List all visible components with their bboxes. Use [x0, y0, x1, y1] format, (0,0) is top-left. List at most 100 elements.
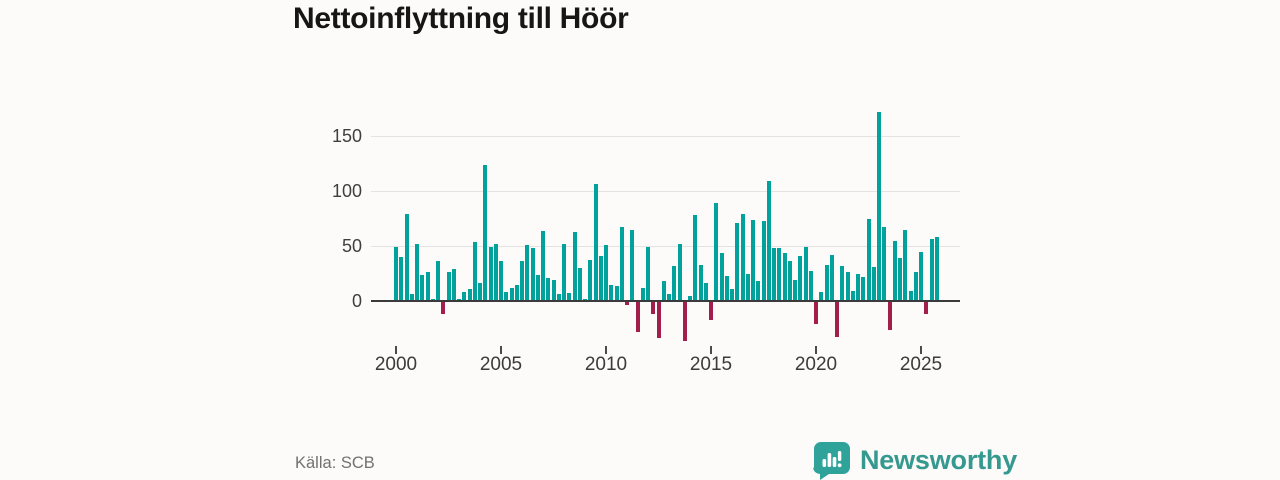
y-axis-tick-label: 50	[341, 236, 362, 256]
bar-negative	[709, 302, 713, 320]
bar-positive	[751, 219, 755, 301]
bar-positive	[646, 247, 650, 301]
bar-positive	[504, 292, 509, 301]
bar-positive	[446, 272, 451, 301]
newsworthy-logo-icon	[813, 442, 850, 480]
bar-positive	[541, 230, 545, 301]
bar-positive	[761, 220, 766, 301]
bar-positive	[598, 255, 603, 301]
bar-positive	[525, 244, 530, 301]
bar-positive	[520, 261, 524, 301]
bar-positive	[908, 291, 913, 301]
bar-positive	[782, 252, 787, 301]
bar-positive	[929, 239, 934, 301]
bar-negative	[924, 302, 929, 315]
bar-positive	[488, 247, 493, 301]
bar-positive	[756, 281, 761, 301]
bar-negative	[651, 302, 656, 315]
gridline-y150	[371, 136, 960, 137]
bar-positive	[672, 265, 677, 301]
bar-positive	[724, 275, 729, 301]
bar-negative	[814, 302, 818, 324]
bar-positive	[803, 247, 808, 301]
bar-positive	[451, 269, 456, 301]
bar-negative	[635, 302, 640, 332]
bar-positive	[892, 240, 897, 301]
bar-positive	[745, 273, 750, 301]
bar-positive	[472, 241, 477, 301]
bar-positive	[572, 231, 577, 301]
bar-negative	[682, 302, 687, 341]
bar-positive	[898, 258, 902, 301]
bar-positive	[614, 285, 619, 301]
bar-positive	[415, 243, 419, 301]
bar-positive	[882, 227, 887, 301]
bar-positive	[698, 264, 703, 301]
bar-positive	[577, 268, 582, 301]
x-axis-line	[371, 300, 960, 302]
bar-positive	[509, 287, 514, 301]
bar-positive	[499, 261, 503, 301]
bar-positive	[430, 298, 435, 301]
bar-positive	[856, 273, 860, 301]
bar-positive	[787, 261, 792, 301]
bar-negative	[835, 302, 839, 338]
bar-positive	[772, 248, 776, 301]
x-axis-tick-label: 2020	[794, 354, 838, 375]
x-axis-tick	[710, 346, 712, 354]
brand-name: Newsworthy	[860, 444, 1018, 475]
bar-positive	[913, 272, 918, 301]
x-axis-tick-label: 2010	[584, 354, 628, 375]
bar-positive	[719, 252, 724, 301]
bar-negative	[656, 302, 661, 339]
bar-positive	[436, 261, 440, 301]
bar-positive	[845, 272, 850, 301]
bar-positive	[588, 260, 593, 301]
x-axis-tick	[920, 346, 922, 354]
bar-positive	[583, 298, 587, 301]
page-title: Nettoinflyttning till Höör	[293, 2, 629, 35]
bar-positive	[425, 272, 430, 301]
x-axis-tick	[605, 346, 607, 354]
x-axis-tick-label: 2005	[479, 354, 523, 375]
bar-positive	[824, 264, 829, 301]
bar-positive	[861, 276, 866, 301]
bar-negative	[441, 302, 446, 315]
bar-positive	[934, 237, 939, 301]
bar-positive	[866, 218, 871, 301]
bar-positive	[462, 292, 467, 301]
bar-positive	[766, 181, 771, 301]
bar-positive	[404, 214, 409, 301]
bar-positive	[399, 257, 404, 301]
bar-positive	[714, 203, 719, 301]
bar-positive	[535, 274, 540, 301]
bar-positive	[556, 294, 561, 301]
bar-positive	[619, 227, 624, 301]
bar-positive	[661, 281, 666, 301]
bar-positive	[819, 292, 824, 301]
bar-positive	[735, 222, 740, 301]
bar-positive	[777, 248, 782, 301]
x-axis-tick	[395, 346, 397, 354]
bar-positive	[850, 291, 855, 301]
bar-positive	[730, 288, 734, 301]
y-axis-tick-label: 0	[351, 291, 362, 311]
y-axis-tick-label: 150	[331, 126, 362, 146]
bar-positive	[630, 229, 635, 301]
bar-positive	[829, 254, 834, 301]
y-axis-tick-label: 100	[331, 181, 362, 201]
bar-positive	[604, 244, 608, 301]
x-axis-tick	[500, 346, 502, 354]
bar-positive	[798, 255, 803, 301]
bar-positive	[640, 287, 645, 301]
bar-negative	[887, 302, 892, 330]
newsworthy-brand: Newsworthy	[812, 440, 1017, 480]
bar-positive	[409, 294, 414, 301]
bar-positive	[677, 243, 682, 301]
bar-positive	[703, 283, 708, 301]
bar-positive	[551, 280, 556, 301]
bar-negative	[625, 302, 629, 306]
bar-positive	[420, 274, 425, 301]
bar-positive	[546, 277, 551, 301]
